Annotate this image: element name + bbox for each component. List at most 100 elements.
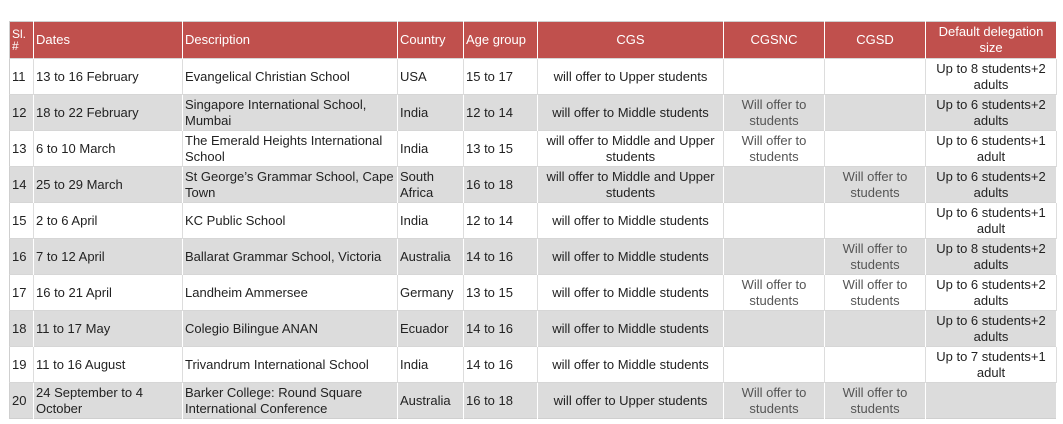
cell-cgs: will offer to Upper students	[537, 58, 724, 95]
cell-cgsd: Will offer to students	[824, 382, 926, 419]
cell-country: India	[397, 202, 464, 239]
cell-cgsnc: Will offer to students	[723, 382, 825, 419]
cell-age-group: 14 to 16	[463, 346, 538, 383]
cell-dates: 11 to 16 August	[33, 346, 183, 383]
header-cgsd: CGSD	[824, 21, 926, 59]
cell-cgsnc: Will offer to students	[723, 94, 825, 131]
header-cgs: CGS	[537, 21, 724, 59]
cell-cgsnc: Will offer to students	[723, 274, 825, 311]
header-delegation-size: Default delegation size	[925, 21, 1057, 59]
cell-dates: 16 to 21 April	[33, 274, 183, 311]
cell-cgs: will offer to Middle and Upper students	[537, 166, 724, 203]
cell-description: Landheim Ammersee	[182, 274, 398, 311]
cell-cgsd	[824, 130, 926, 167]
cell-cgsnc	[723, 238, 825, 275]
cell-dates: 2 to 6 April	[33, 202, 183, 239]
cell-description: St George’s Grammar School, Cape Town	[182, 166, 398, 203]
cell-age-group: 16 to 18	[463, 166, 538, 203]
cell-description: The Emerald Heights International School	[182, 130, 398, 167]
cell-country: Ecuador	[397, 310, 464, 347]
cell-country: India	[397, 94, 464, 131]
cell-sl: 18	[9, 310, 34, 347]
cell-cgsnc	[723, 58, 825, 95]
cell-cgs: will offer to Middle students	[537, 274, 724, 311]
cell-cgsd	[824, 310, 926, 347]
cell-age-group: 12 to 14	[463, 202, 538, 239]
cell-age-group: 15 to 17	[463, 58, 538, 95]
table-row: 11 13 to 16 February Evangelical Christian…	[9, 58, 1057, 95]
cell-cgsnc: Will offer to students	[723, 130, 825, 167]
cell-dates: 11 to 17 May	[33, 310, 183, 347]
header-dates: Dates	[33, 21, 183, 59]
cell-description: Ballarat Grammar School, Victoria	[182, 238, 398, 275]
table-row: 15 2 to 6 April KC Public School India 12 to…	[9, 202, 1057, 239]
cell-country: Germany	[397, 274, 464, 311]
cell-cgsd	[824, 202, 926, 239]
cell-age-group: 13 to 15	[463, 274, 538, 311]
cell-country: India	[397, 130, 464, 167]
cell-dates: 13 to 16 February	[33, 58, 183, 95]
cell-cgs: will offer to Middle and Upper students	[537, 130, 724, 167]
cell-country: Australia	[397, 238, 464, 275]
cell-delegation: Up to 6 students+1 adult	[925, 130, 1057, 167]
cell-delegation: Up to 6 students+2 adults	[925, 274, 1057, 311]
cell-delegation: Up to 7 students+1 adult	[925, 346, 1057, 383]
cell-description: Trivandrum International School	[182, 346, 398, 383]
table-row: 18 11 to 17 May Colegio Bilingue ANAN Ecuad…	[9, 310, 1057, 347]
cell-cgsd	[824, 346, 926, 383]
cell-dates: 25 to 29 March	[33, 166, 183, 203]
cell-cgs: will offer to Middle students	[537, 310, 724, 347]
header-description: Description	[182, 21, 398, 59]
table-row: 19 11 to 16 August Trivandrum Internationa…	[9, 346, 1057, 383]
cell-sl: 20	[9, 382, 34, 419]
cell-cgsd	[824, 94, 926, 131]
cell-sl: 17	[9, 274, 34, 311]
cell-age-group: 14 to 16	[463, 310, 538, 347]
cell-cgs: will offer to Middle students	[537, 346, 724, 383]
cell-dates: 18 to 22 February	[33, 94, 183, 131]
cell-delegation: Up to 8 students+2 adults	[925, 58, 1057, 95]
cell-country: India	[397, 346, 464, 383]
cell-cgsd: Will offer to students	[824, 238, 926, 275]
cell-sl: 16	[9, 238, 34, 275]
table-row: 17 16 to 21 April Landheim Ammersee Germany…	[9, 274, 1057, 311]
cell-delegation: Up to 6 students+2 adults	[925, 94, 1057, 131]
header-cgsnc: CGSNC	[723, 21, 825, 59]
cell-cgsnc	[723, 310, 825, 347]
table-body: 11 13 to 16 February Evangelical Christian…	[9, 58, 1057, 419]
cell-sl: 19	[9, 346, 34, 383]
cell-delegation: Up to 6 students+2 adults	[925, 310, 1057, 347]
cell-country: Australia	[397, 382, 464, 419]
cell-delegation	[925, 382, 1057, 419]
cell-cgs: will offer to Middle students	[537, 238, 724, 275]
header-row: Sl. # Dates Description Country Age grou…	[9, 21, 1057, 59]
cell-country: USA	[397, 58, 464, 95]
header-age-group: Age group	[463, 21, 538, 59]
cell-delegation: Up to 6 students+1 adult	[925, 202, 1057, 239]
table-row: 20 24 September to 4 October Barker Colleg…	[9, 382, 1057, 419]
cell-age-group: 14 to 16	[463, 238, 538, 275]
cell-description: Singapore International School, Mumbai	[182, 94, 398, 131]
header-sl: Sl. #	[9, 21, 34, 59]
delegation-table: Sl. # Dates Description Country Age grou…	[9, 21, 1057, 419]
cell-dates: 24 September to 4 October	[33, 382, 183, 419]
table-row: 12 18 to 22 February Singapore Internation…	[9, 94, 1057, 131]
table-row: 13 6 to 10 March The Emerald Heights Inter…	[9, 130, 1057, 167]
table-row: 16 7 to 12 April Ballarat Grammar School, …	[9, 238, 1057, 275]
cell-cgs: will offer to Upper students	[537, 382, 724, 419]
cell-sl: 14	[9, 166, 34, 203]
cell-description: Evangelical Christian School	[182, 58, 398, 95]
cell-cgsd	[824, 58, 926, 95]
cell-country: South Africa	[397, 166, 464, 203]
cell-age-group: 16 to 18	[463, 382, 538, 419]
cell-sl: 11	[9, 58, 34, 95]
cell-description: KC Public School	[182, 202, 398, 239]
cell-cgsd: Will offer to students	[824, 274, 926, 311]
cell-cgsd: Will offer to students	[824, 166, 926, 203]
cell-description: Colegio Bilingue ANAN	[182, 310, 398, 347]
cell-delegation: Up to 8 students+2 adults	[925, 238, 1057, 275]
table-row: 14 25 to 29 March St George’s Grammar Scho…	[9, 166, 1057, 203]
cell-cgsnc	[723, 202, 825, 239]
cell-age-group: 13 to 15	[463, 130, 538, 167]
header-country: Country	[397, 21, 464, 59]
